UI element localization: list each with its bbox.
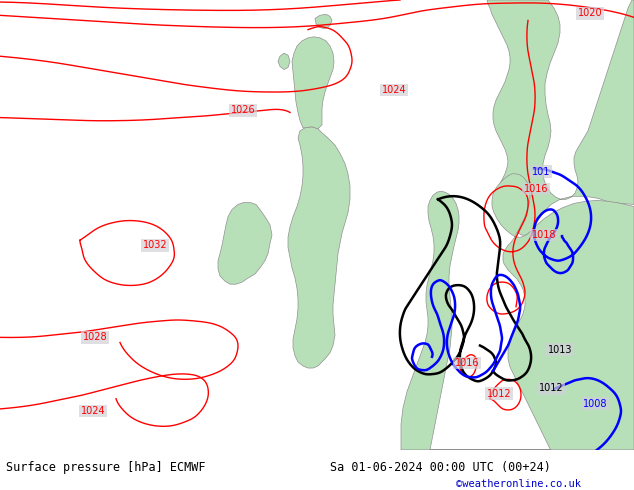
Text: 1012: 1012 xyxy=(539,384,564,393)
Polygon shape xyxy=(278,53,290,70)
Polygon shape xyxy=(401,174,634,450)
Text: 1020: 1020 xyxy=(578,8,602,18)
Text: 1016: 1016 xyxy=(455,358,479,368)
Text: 1018: 1018 xyxy=(532,230,556,240)
Text: 1013: 1013 xyxy=(548,344,573,355)
Polygon shape xyxy=(292,37,334,129)
Text: Surface pressure [hPa] ECMWF: Surface pressure [hPa] ECMWF xyxy=(6,462,206,474)
Text: Sa 01-06-2024 00:00 UTC (00+24): Sa 01-06-2024 00:00 UTC (00+24) xyxy=(330,462,550,474)
Text: 1008: 1008 xyxy=(583,399,607,409)
Text: 101: 101 xyxy=(532,167,550,177)
Text: 1024: 1024 xyxy=(81,406,105,416)
Polygon shape xyxy=(315,14,332,28)
Text: 1024: 1024 xyxy=(382,85,406,95)
Polygon shape xyxy=(487,0,634,235)
Text: 1028: 1028 xyxy=(82,332,107,343)
Text: ©weatheronline.co.uk: ©weatheronline.co.uk xyxy=(456,479,581,489)
Text: 1032: 1032 xyxy=(143,241,167,250)
Polygon shape xyxy=(288,127,350,368)
Text: 1012: 1012 xyxy=(487,389,511,398)
Text: 1026: 1026 xyxy=(231,105,256,116)
Polygon shape xyxy=(218,202,272,284)
Text: 1016: 1016 xyxy=(524,184,548,194)
